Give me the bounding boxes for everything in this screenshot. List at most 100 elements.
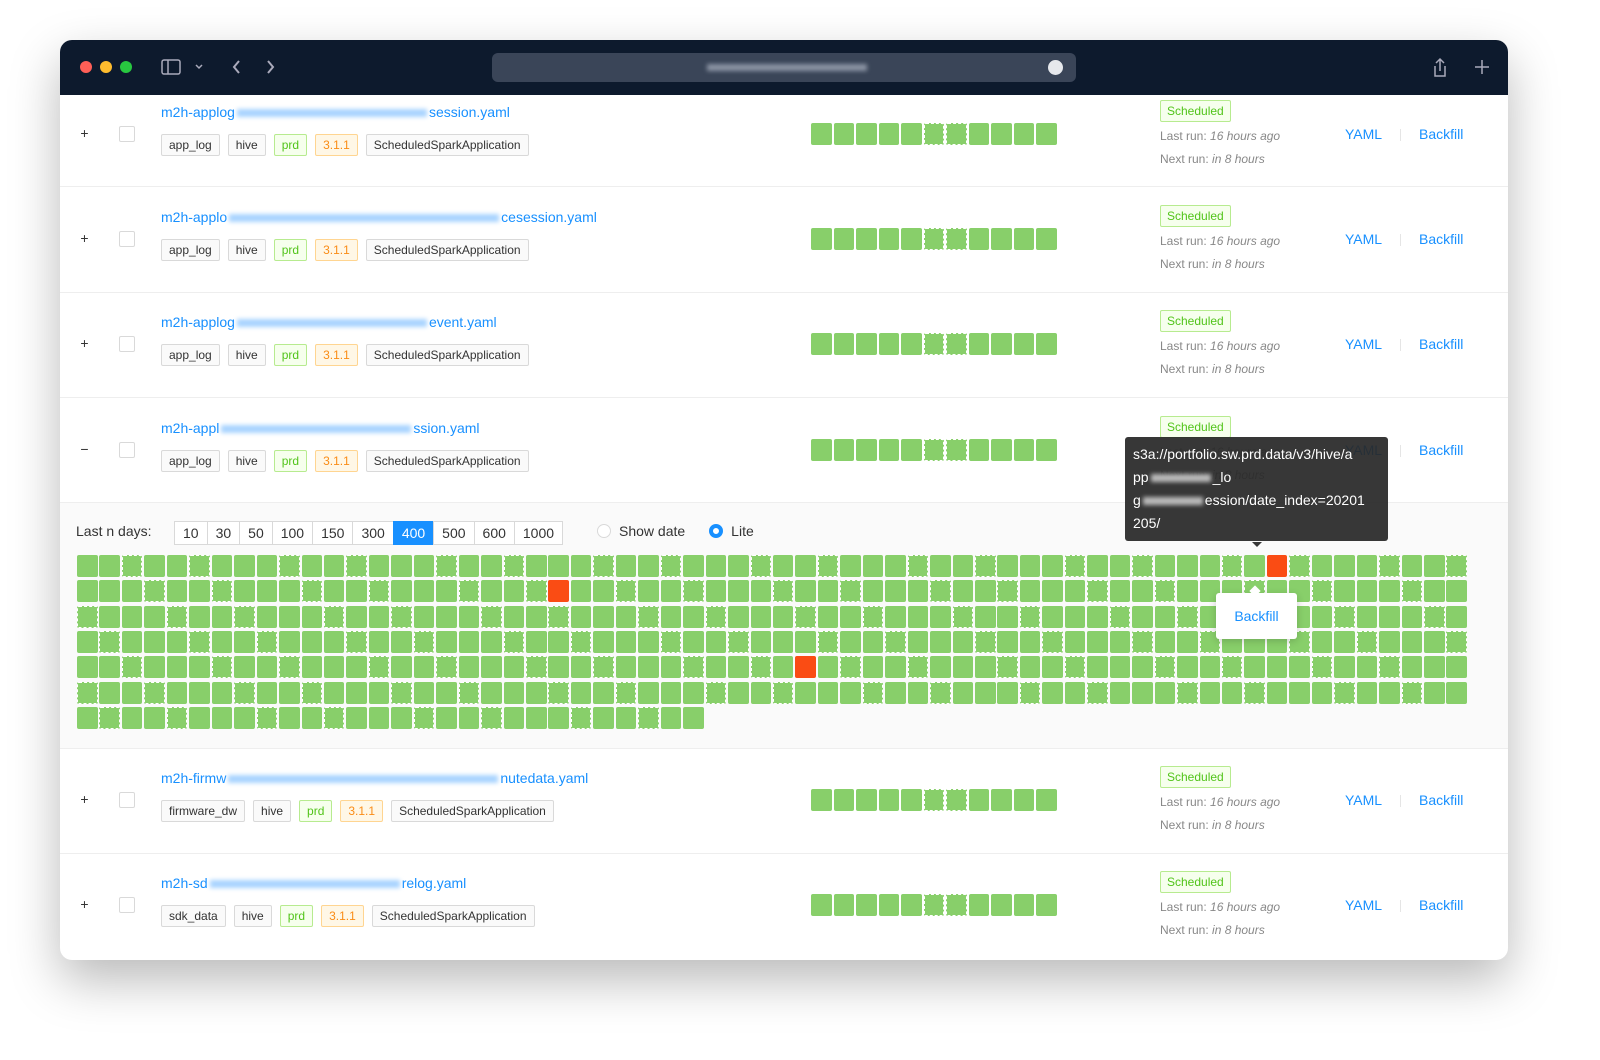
run-square[interactable] bbox=[481, 707, 502, 729]
run-square[interactable] bbox=[526, 682, 547, 704]
run-square[interactable] bbox=[930, 555, 951, 577]
run-square[interactable] bbox=[856, 123, 877, 145]
run-square[interactable] bbox=[346, 555, 367, 577]
run-square[interactable] bbox=[414, 682, 435, 704]
run-square[interactable] bbox=[324, 682, 345, 704]
run-square[interactable] bbox=[1424, 580, 1445, 602]
run-square[interactable] bbox=[991, 123, 1012, 145]
run-square[interactable] bbox=[795, 606, 816, 628]
run-square[interactable] bbox=[840, 580, 861, 602]
run-square[interactable] bbox=[638, 631, 659, 653]
run-square[interactable] bbox=[77, 555, 98, 577]
run-square[interactable] bbox=[212, 631, 233, 653]
run-square[interactable] bbox=[1065, 555, 1086, 577]
run-square[interactable] bbox=[991, 789, 1012, 811]
run-square[interactable] bbox=[840, 555, 861, 577]
expand-toggle[interactable]: − bbox=[79, 444, 90, 455]
run-square[interactable] bbox=[234, 555, 255, 577]
run-square[interactable] bbox=[706, 631, 727, 653]
run-square[interactable] bbox=[728, 656, 749, 678]
run-square[interactable] bbox=[834, 228, 855, 250]
run-square[interactable] bbox=[1334, 631, 1355, 653]
run-square[interactable] bbox=[991, 333, 1012, 355]
run-square[interactable] bbox=[1244, 555, 1265, 577]
run-square[interactable] bbox=[1155, 682, 1176, 704]
run-square[interactable] bbox=[324, 707, 345, 729]
expand-toggle[interactable]: + bbox=[79, 794, 90, 805]
run-square[interactable] bbox=[969, 228, 990, 250]
run-square[interactable] bbox=[840, 656, 861, 678]
run-square[interactable] bbox=[638, 682, 659, 704]
run-square[interactable] bbox=[997, 555, 1018, 577]
run-square[interactable] bbox=[122, 707, 143, 729]
run-square[interactable] bbox=[369, 707, 390, 729]
run-square[interactable] bbox=[728, 682, 749, 704]
run-square[interactable] bbox=[346, 631, 367, 653]
run-square[interactable] bbox=[879, 789, 900, 811]
run-square[interactable] bbox=[661, 580, 682, 602]
run-square[interactable] bbox=[856, 333, 877, 355]
run-square[interactable] bbox=[593, 580, 614, 602]
run-square[interactable] bbox=[1446, 631, 1467, 653]
run-square[interactable] bbox=[99, 707, 120, 729]
run-square[interactable] bbox=[885, 580, 906, 602]
run-square[interactable] bbox=[811, 894, 832, 916]
run-square[interactable] bbox=[593, 656, 614, 678]
backfill-link[interactable]: Backfill bbox=[1419, 231, 1463, 247]
run-square[interactable] bbox=[811, 439, 832, 461]
run-square[interactable] bbox=[234, 631, 255, 653]
job-name[interactable]: m2h-firmwnutedata.yaml bbox=[161, 770, 588, 786]
run-square[interactable] bbox=[1020, 580, 1041, 602]
run-square[interactable] bbox=[885, 606, 906, 628]
run-square[interactable] bbox=[930, 606, 951, 628]
run-square[interactable] bbox=[77, 580, 98, 602]
days-option[interactable]: 300 bbox=[352, 521, 393, 545]
run-square[interactable] bbox=[811, 123, 832, 145]
run-square[interactable] bbox=[840, 631, 861, 653]
run-square[interactable] bbox=[1020, 555, 1041, 577]
run-square[interactable] bbox=[436, 682, 457, 704]
run-square[interactable] bbox=[1014, 228, 1035, 250]
run-square[interactable] bbox=[526, 707, 547, 729]
run-square[interactable] bbox=[548, 555, 569, 577]
run-square[interactable] bbox=[1036, 439, 1057, 461]
run-square[interactable] bbox=[436, 707, 457, 729]
run-square[interactable] bbox=[683, 631, 704, 653]
run-square[interactable] bbox=[1177, 682, 1198, 704]
run-square[interactable] bbox=[930, 656, 951, 678]
days-option[interactable]: 100 bbox=[272, 521, 313, 545]
run-square[interactable] bbox=[369, 656, 390, 678]
run-square[interactable] bbox=[638, 555, 659, 577]
run-square[interactable] bbox=[1402, 631, 1423, 653]
run-square[interactable] bbox=[1357, 606, 1378, 628]
run-square[interactable] bbox=[969, 123, 990, 145]
run-square[interactable] bbox=[1065, 682, 1086, 704]
run-square[interactable] bbox=[1042, 682, 1063, 704]
run-square[interactable] bbox=[324, 580, 345, 602]
run-square[interactable] bbox=[953, 631, 974, 653]
run-square[interactable] bbox=[391, 555, 412, 577]
run-square[interactable] bbox=[908, 555, 929, 577]
run-square[interactable] bbox=[346, 682, 367, 704]
run-square[interactable] bbox=[369, 580, 390, 602]
run-square[interactable] bbox=[856, 439, 877, 461]
run-square[interactable] bbox=[1446, 606, 1467, 628]
run-square[interactable] bbox=[616, 555, 637, 577]
run-square[interactable] bbox=[436, 606, 457, 628]
run-square[interactable] bbox=[1177, 555, 1198, 577]
run-square[interactable] bbox=[1446, 656, 1467, 678]
run-square[interactable] bbox=[638, 656, 659, 678]
run-square[interactable] bbox=[279, 631, 300, 653]
run-square[interactable] bbox=[997, 606, 1018, 628]
run-square[interactable] bbox=[811, 789, 832, 811]
yaml-link[interactable]: YAML bbox=[1345, 231, 1382, 247]
run-square[interactable] bbox=[885, 682, 906, 704]
run-square[interactable] bbox=[969, 894, 990, 916]
run-square[interactable] bbox=[481, 555, 502, 577]
run-square[interactable] bbox=[975, 580, 996, 602]
run-square[interactable] bbox=[975, 631, 996, 653]
more-button[interactable] bbox=[1048, 60, 1063, 75]
run-square[interactable] bbox=[167, 631, 188, 653]
run-square[interactable] bbox=[834, 123, 855, 145]
run-square[interactable] bbox=[234, 580, 255, 602]
